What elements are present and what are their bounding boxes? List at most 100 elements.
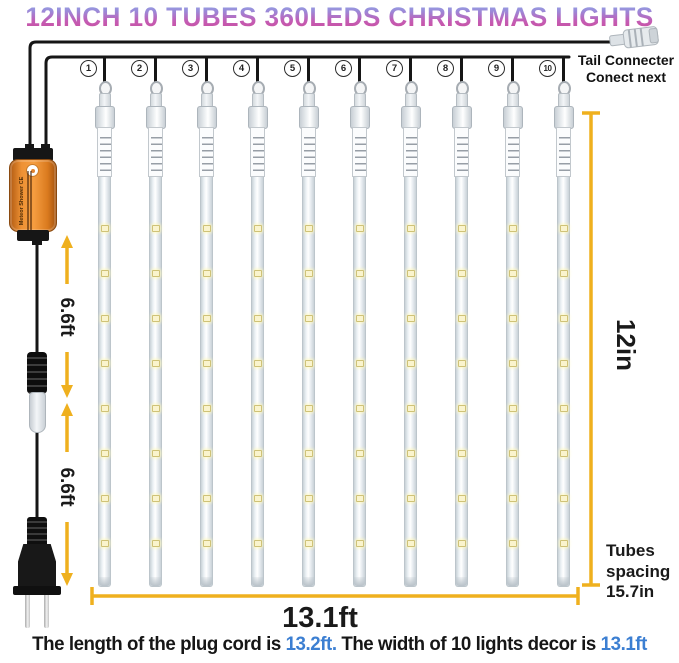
tube-spec-label [147, 127, 163, 177]
tube-drop-wire [306, 57, 310, 83]
tube-drop-wire [459, 57, 463, 83]
led-chip [202, 540, 211, 547]
led-chip [406, 540, 415, 547]
dim-seg1-down-arrow [61, 385, 73, 398]
led-chip [406, 315, 415, 322]
cord-segment2-measurement: 6.6ft [56, 467, 77, 507]
led-chip [457, 270, 466, 277]
tube-cap-collar [554, 106, 574, 129]
tube-body [403, 177, 417, 587]
led-chip [253, 450, 262, 457]
tube: 9 [488, 57, 523, 589]
led-chip [559, 225, 568, 232]
tube-spec-label [453, 127, 469, 177]
led-chip [202, 405, 211, 412]
tail-connector-label: Tail Connecter Conect next [574, 52, 678, 86]
led-chip [100, 315, 109, 322]
adapter-wire-bump [32, 239, 42, 245]
tube-spec-label [96, 127, 112, 177]
tube-number-badge: 3 [182, 60, 199, 77]
led-chip [253, 225, 262, 232]
outer-wire [28, 40, 614, 154]
tube-cap-collar [197, 106, 217, 129]
led-chip [253, 540, 262, 547]
tube-spec-label [555, 127, 571, 177]
led-chip [253, 405, 262, 412]
led-chip [202, 315, 211, 322]
adapter-label: Meteor Shower CE [19, 163, 45, 239]
tube: 6 [335, 57, 370, 589]
led-chip [100, 540, 109, 547]
tube-body [301, 177, 315, 587]
tube-number-badge: 8 [437, 60, 454, 77]
led-chip [304, 540, 313, 547]
tube-number-badge: 9 [488, 60, 505, 77]
tube-body [505, 177, 519, 587]
led-chip [151, 270, 160, 277]
tube-spec-label [300, 127, 316, 177]
adapter-logo-icon [26, 164, 39, 177]
bottom-caption: The length of the plug cord is 13.2ft. T… [5, 634, 674, 656]
led-chip [508, 225, 517, 232]
led-chip [508, 315, 517, 322]
led-chip [100, 495, 109, 502]
led-chip [100, 405, 109, 412]
tube-spec-label [504, 127, 520, 177]
tube-number-badge: 5 [284, 60, 301, 77]
led-chip [508, 495, 517, 502]
led-chip [100, 360, 109, 367]
led-chip [304, 405, 313, 412]
led-chip [253, 495, 262, 502]
adapter-wire-bump [41, 144, 50, 151]
led-chip [457, 225, 466, 232]
adapter-top-cap [13, 148, 53, 161]
tube-spec-label [198, 127, 214, 177]
plug-base [13, 586, 61, 595]
tube-cap-collar [350, 106, 370, 129]
led-chip [253, 315, 262, 322]
tubes-spacing-line1: Tubes [606, 541, 655, 560]
tube: 7 [386, 57, 421, 589]
led-chip [355, 540, 364, 547]
tube: 5 [284, 57, 319, 589]
led-chip [508, 405, 517, 412]
dim-seg1-up-arrow [61, 235, 73, 248]
tube-spec-label [402, 127, 418, 177]
led-chip [304, 360, 313, 367]
tube-cap-collar [503, 106, 523, 129]
tail-connector-icon [609, 26, 659, 49]
led-chip [304, 270, 313, 277]
led-chip [355, 225, 364, 232]
led-chip [253, 270, 262, 277]
led-chip [559, 495, 568, 502]
led-chip [406, 405, 415, 412]
tube-drop-wire [408, 57, 412, 83]
led-chip [406, 360, 415, 367]
tube-cap-collar [299, 106, 319, 129]
led-chip [304, 450, 313, 457]
tube-cap-collar [146, 106, 166, 129]
led-chip [202, 225, 211, 232]
tube-body [250, 177, 264, 587]
caption-text2: The width of 10 lights decor is [336, 634, 601, 655]
led-chip [406, 495, 415, 502]
adapter-wire-bump [25, 144, 34, 151]
tail-connector-label-line2: Conect next [585, 69, 667, 85]
led-chip [100, 270, 109, 277]
tube-spec-label [351, 127, 367, 177]
led-chip [151, 225, 160, 232]
led-chip [151, 495, 160, 502]
caption-decor-width: 13.1ft [600, 634, 648, 655]
led-chip [559, 315, 568, 322]
led-chip [151, 360, 160, 367]
tube-spec-label [249, 127, 265, 177]
led-chip [508, 360, 517, 367]
led-chip [508, 450, 517, 457]
led-chip [406, 270, 415, 277]
cord-segment1-measurement: 6.6ft [56, 297, 77, 337]
tube: 1 [80, 57, 115, 589]
tube-drop-wire [510, 57, 514, 83]
page-title: 12INCH 10 TUBES 360LEDS CHRISTMAS LIGHTS [10, 2, 669, 33]
tube-drop-wire [102, 57, 106, 83]
